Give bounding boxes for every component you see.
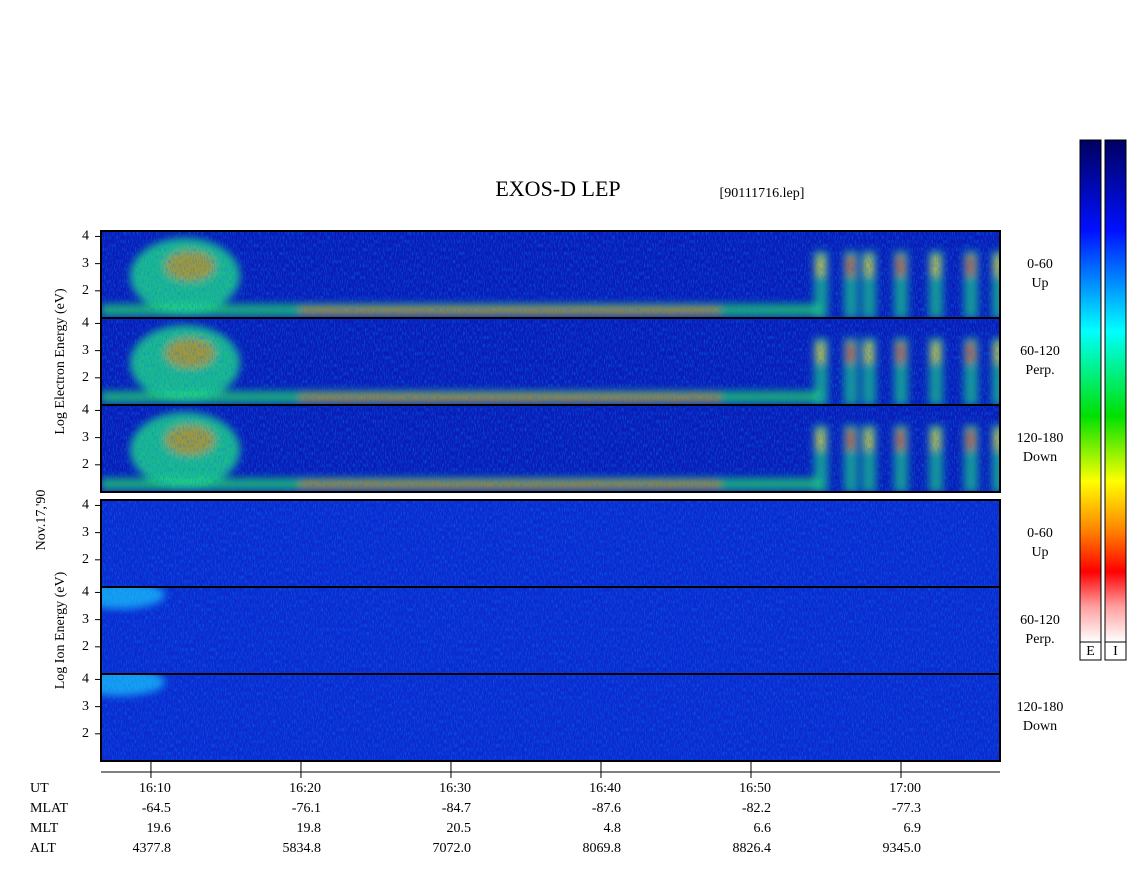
speckle	[101, 500, 1000, 587]
y-tick-label: 3	[82, 612, 89, 627]
x-tick-label: 16:30	[439, 781, 471, 796]
ephemeris-value: -84.7	[442, 801, 471, 816]
panel-direction: Up	[1031, 545, 1048, 560]
x-axis-label: UT	[30, 781, 49, 796]
panel-direction: Down	[1023, 719, 1057, 734]
panel-angle: 60-120	[1020, 613, 1060, 628]
ephemeris-name: MLAT	[30, 801, 69, 816]
spectrogram-panel	[101, 674, 1000, 761]
panel-angle: 0-60	[1027, 257, 1053, 272]
ephemeris-value: -64.5	[142, 801, 171, 816]
x-tick-label: 16:50	[739, 781, 771, 796]
y-tick-label: 2	[82, 370, 89, 385]
panel-angle: 120-180	[1017, 700, 1064, 715]
ephemeris-value: -87.6	[592, 801, 621, 816]
x-tick-label: 16:10	[139, 781, 171, 796]
panel-direction: Perp.	[1025, 632, 1054, 647]
speckle	[101, 231, 1000, 318]
y-axis-label: Log Ion Energy (eV)	[53, 571, 68, 689]
y-tick-label: 2	[82, 726, 89, 741]
spectrogram-panel	[101, 405, 1000, 492]
chart-subtitle: [90111716.lep]	[720, 186, 805, 201]
y-tick-label: 2	[82, 552, 89, 567]
panel-direction: Perp.	[1025, 363, 1054, 378]
x-tick-label: 16:40	[589, 781, 621, 796]
ephemeris-name: ALT	[30, 841, 56, 856]
ephemeris-value: 5834.8	[282, 841, 321, 856]
y-axis-label: Log Electron Energy (eV)	[53, 288, 68, 435]
ephemeris-value: 4377.8	[132, 841, 171, 856]
ephemeris-value: 6.9	[903, 821, 921, 836]
panel-angle: 0-60	[1027, 526, 1053, 541]
ephemeris-value: 8826.4	[732, 841, 771, 856]
y-tick-label: 3	[82, 525, 89, 540]
speckle	[101, 674, 1000, 761]
colorbar-label: I	[1113, 644, 1118, 659]
ephemeris-value: -82.2	[742, 801, 771, 816]
spectrogram-panel	[101, 587, 1000, 674]
date-label: Nov.17,'90	[34, 490, 49, 551]
spectrogram-panel	[101, 500, 1000, 587]
y-tick-label: 4	[82, 585, 89, 600]
y-tick-label: 4	[82, 316, 89, 331]
ephemeris-value: 20.5	[446, 821, 471, 836]
y-tick-label: 4	[82, 403, 89, 418]
y-tick-label: 3	[82, 343, 89, 358]
y-tick-label: 4	[82, 498, 89, 513]
colorbar-box	[1104, 641, 1127, 661]
ephemeris-value: 8069.8	[582, 841, 621, 856]
panel-angle: 120-180	[1017, 431, 1064, 446]
colorbar	[1104, 139, 1127, 643]
panel-frame	[100, 673, 1001, 762]
y-tick-label: 3	[82, 256, 89, 271]
ephemeris-name: MLT	[30, 821, 59, 836]
speckle	[101, 318, 1000, 405]
ephemeris-value: 7072.0	[432, 841, 471, 856]
x-tick-label: 16:20	[289, 781, 321, 796]
y-tick-label: 2	[82, 457, 89, 472]
colorbars: E I	[1079, 139, 1127, 661]
ephemeris-value: 9345.0	[882, 841, 921, 856]
y-tick-label: 3	[82, 699, 89, 714]
speckle	[101, 405, 1000, 492]
ephemeris-value: -77.3	[892, 801, 921, 816]
y-tick-label: 4	[82, 229, 89, 244]
panel-direction: Up	[1031, 276, 1048, 291]
panel-direction: Down	[1023, 450, 1057, 465]
colorbar-box	[1079, 641, 1102, 661]
y-tick-label: 2	[82, 283, 89, 298]
colorbar	[1079, 139, 1102, 643]
spectrogram-panel	[101, 231, 1000, 318]
ephemeris-value: 4.8	[603, 821, 621, 836]
ephemeris-value: 19.8	[296, 821, 321, 836]
chart-title: EXOS-D LEP	[495, 176, 620, 201]
colorbar-label: E	[1086, 644, 1095, 659]
x-tick-label: 17:00	[889, 781, 921, 796]
y-tick-label: 3	[82, 430, 89, 445]
y-tick-label: 2	[82, 639, 89, 654]
y-tick-label: 4	[82, 672, 89, 687]
ephemeris-value: 6.6	[753, 821, 771, 836]
panel-frame	[100, 404, 1001, 493]
ephemeris-value: 19.6	[146, 821, 171, 836]
spectrogram-panel	[101, 318, 1000, 405]
speckle	[101, 587, 1000, 674]
panel-angle: 60-120	[1020, 344, 1060, 359]
ephemeris-value: -76.1	[292, 801, 321, 816]
